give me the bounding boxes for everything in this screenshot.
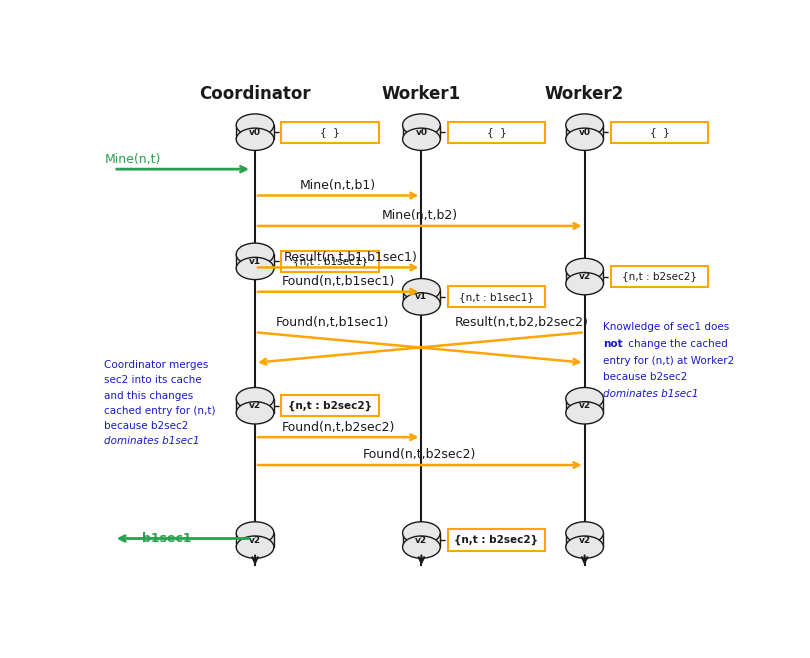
Text: Mine(n,t,b1): Mine(n,t,b1) [301,179,377,192]
Text: Coordinator: Coordinator [199,85,311,103]
Bar [565,125,603,139]
Ellipse shape [237,128,274,151]
Text: dominates b1sec1: dominates b1sec1 [603,389,699,399]
FancyBboxPatch shape [611,122,708,143]
Text: Coordinator merges: Coordinator merges [104,360,209,370]
Text: sec2 into its cache: sec2 into its cache [104,375,202,386]
Bar [237,254,274,268]
Ellipse shape [566,522,603,544]
Text: v2: v2 [416,536,428,545]
Text: v2: v2 [578,272,590,281]
Ellipse shape [237,388,274,410]
Ellipse shape [566,401,603,424]
Text: change the cached: change the cached [625,339,727,349]
FancyBboxPatch shape [448,530,545,551]
Ellipse shape [566,259,603,280]
Text: not: not [603,339,623,349]
Ellipse shape [237,522,274,544]
Bar [403,533,441,547]
Text: {  }: { } [650,127,670,137]
Ellipse shape [403,536,441,558]
Bar [237,125,274,139]
Text: {n,t : b1sec1}: {n,t : b1sec1} [459,292,534,302]
Ellipse shape [566,114,603,136]
Text: v2: v2 [578,401,590,410]
FancyBboxPatch shape [281,395,379,417]
Text: {  }: { } [320,127,340,137]
Text: v0: v0 [578,128,590,137]
Bar [403,290,441,304]
Text: v1: v1 [416,292,428,301]
Text: v0: v0 [416,128,428,137]
Text: v0: v0 [249,128,261,137]
Text: v1: v1 [249,257,261,266]
Text: Worker2: Worker2 [545,85,625,103]
FancyBboxPatch shape [448,122,545,143]
Text: entry for (n,t) at Worker2: entry for (n,t) at Worker2 [603,355,735,366]
Text: v2: v2 [249,401,261,410]
Text: Mine(n,t,b2): Mine(n,t,b2) [382,209,458,222]
Text: Found(n,t,b2sec2): Found(n,t,b2sec2) [363,448,476,461]
Text: Knowledge of sec1 does: Knowledge of sec1 does [603,322,730,332]
Text: because b2sec2: because b2sec2 [603,372,688,382]
Ellipse shape [237,401,274,424]
FancyBboxPatch shape [611,266,708,287]
Bar [237,399,274,413]
Ellipse shape [237,257,274,280]
Bar [565,270,603,284]
Text: Worker1: Worker1 [382,85,461,103]
Text: {  }: { } [487,127,506,137]
Bar [237,533,274,547]
Ellipse shape [403,278,441,301]
Text: dominates b1sec1: dominates b1sec1 [104,436,200,446]
Text: v2: v2 [578,536,590,545]
FancyBboxPatch shape [448,286,545,307]
Text: Found(n,t,b1sec1): Found(n,t,b1sec1) [282,275,395,288]
Ellipse shape [237,243,274,265]
Ellipse shape [403,522,441,544]
Text: b1sec1: b1sec1 [142,532,192,545]
Bar [565,533,603,547]
Text: {n,t : b1sec1}: {n,t : b1sec1} [292,257,368,266]
Text: {n,t : b2sec2}: {n,t : b2sec2} [454,535,539,545]
Ellipse shape [403,114,441,136]
FancyBboxPatch shape [281,122,379,143]
Ellipse shape [566,388,603,410]
Ellipse shape [403,293,441,315]
Text: Found(n,t,b1sec1): Found(n,t,b1sec1) [275,316,389,328]
Text: because b2sec2: because b2sec2 [104,421,189,431]
Ellipse shape [566,128,603,151]
Text: {n,t : b2sec2}: {n,t : b2sec2} [288,401,372,411]
Text: {n,t : b2sec2}: {n,t : b2sec2} [622,272,697,282]
Text: Result(n,t,b2,b2sec2): Result(n,t,b2,b2sec2) [455,316,589,328]
Text: Mine(n,t): Mine(n,t) [104,153,160,166]
Ellipse shape [403,128,441,151]
Text: cached entry for (n,t): cached entry for (n,t) [104,406,216,416]
Ellipse shape [566,536,603,558]
Bar [403,125,441,139]
Text: Result(n,t,b1,b1sec1): Result(n,t,b1,b1sec1) [284,251,418,264]
Bar [565,399,603,413]
Text: and this changes: and this changes [104,391,194,401]
FancyBboxPatch shape [281,251,379,272]
Text: Found(n,t,b2sec2): Found(n,t,b2sec2) [282,420,395,434]
Ellipse shape [237,114,274,136]
Text: v2: v2 [249,536,261,545]
Ellipse shape [566,272,603,295]
Ellipse shape [237,536,274,558]
